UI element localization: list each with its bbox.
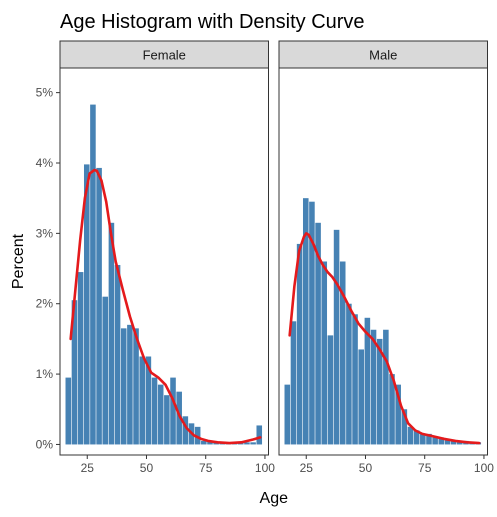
- bar-female-0: [65, 377, 72, 445]
- bar-female-31: [256, 425, 263, 445]
- bar-male-19: [401, 409, 408, 445]
- x-tick-label-0-3: 100: [255, 461, 275, 475]
- bar-male-8: [333, 229, 340, 445]
- x-tick-label-0-2: 75: [199, 461, 213, 475]
- bar-male-10: [346, 303, 352, 445]
- y-axis: 0% 1% 2% 3% 4% 5%: [36, 86, 60, 451]
- bar-female-29: [244, 442, 250, 445]
- bar-female-8: [114, 265, 121, 445]
- bar-male-2: [296, 243, 303, 445]
- bar-female-7: [108, 222, 115, 445]
- bar-female-11: [133, 328, 139, 445]
- x-tick-label-1-2: 75: [418, 461, 432, 475]
- density-line-male: [288, 232, 481, 445]
- bar-male-23: [426, 433, 432, 445]
- bar-male-26: [444, 439, 451, 445]
- bar-male-18: [395, 384, 401, 445]
- bar-female-12: [139, 356, 145, 445]
- bar-female-9: [120, 328, 127, 445]
- bar-male-5: [315, 222, 321, 445]
- bar-female-3: [83, 164, 90, 445]
- bar-male-1: [290, 321, 297, 445]
- x-tick-label-0-1: 50: [140, 461, 154, 475]
- bar-female-10: [127, 324, 133, 445]
- x-tick-label-1-1: 50: [359, 461, 373, 475]
- bar-female-4: [90, 104, 96, 445]
- bar-male-16: [383, 329, 389, 445]
- bar-female-21: [194, 426, 201, 445]
- x-axis-title: Age: [260, 490, 289, 507]
- strip-label-female: Female: [143, 48, 186, 63]
- bar-female-5: [96, 167, 102, 445]
- x-tick-label-1-3: 100: [474, 461, 494, 475]
- bar-male-4: [309, 201, 315, 445]
- facet-panel-male: Male: [278, 40, 488, 456]
- bar-male-0: [284, 384, 291, 445]
- bar-male-20: [407, 426, 414, 445]
- bars-male: [284, 198, 482, 445]
- bars-female: [65, 104, 263, 445]
- bar-male-3: [302, 198, 309, 445]
- y-tick-label-1: 1%: [36, 367, 54, 381]
- density-line-female: [69, 168, 262, 445]
- strip-male: [278, 40, 488, 69]
- bar-male-24: [432, 437, 438, 445]
- bar-male-12: [358, 349, 364, 445]
- y-tick-label-5: 5%: [36, 86, 54, 100]
- bar-female-23: [207, 440, 213, 445]
- strip-female: [59, 40, 269, 69]
- bar-male-27: [450, 440, 457, 445]
- bar-female-18: [176, 391, 182, 445]
- facet-panel-female: Female: [59, 40, 269, 456]
- bar-female-14: [151, 377, 158, 445]
- bar-male-25: [438, 437, 445, 445]
- bar-female-19: [182, 416, 189, 445]
- bar-male-6: [321, 261, 328, 445]
- y-tick-label-0: 0%: [36, 437, 54, 451]
- y-tick-label-3: 3%: [36, 226, 54, 240]
- density-curve-female: [69, 168, 262, 445]
- bar-female-16: [164, 395, 170, 445]
- bar-female-22: [201, 440, 207, 445]
- bar-female-17: [170, 377, 176, 445]
- bar-male-22: [420, 433, 426, 445]
- y-tick-label-4: 4%: [36, 156, 54, 170]
- bar-male-21: [413, 430, 420, 445]
- bar-male-17: [389, 374, 395, 445]
- bar-female-15: [157, 384, 164, 445]
- density-curve-male: [288, 232, 481, 445]
- strip-label-male: Male: [369, 48, 397, 63]
- bar-male-14: [370, 329, 377, 445]
- x-axis: 25 50 75 100 25 50 75 100: [81, 455, 494, 475]
- bar-male-7: [327, 335, 334, 445]
- y-axis-title: Percent: [10, 233, 27, 289]
- bar-male-11: [352, 314, 358, 445]
- panel-border-male: [278, 67, 488, 456]
- panel-border-female: [59, 67, 269, 456]
- bar-female-1: [71, 300, 78, 445]
- bar-male-15: [376, 338, 383, 445]
- bar-female-2: [77, 272, 84, 445]
- x-tick-label-0-0: 25: [81, 461, 95, 475]
- x-tick-label-1-0: 25: [300, 461, 314, 475]
- bar-female-30: [250, 442, 256, 445]
- bar-male-13: [364, 317, 371, 445]
- bar-female-6: [102, 296, 109, 445]
- y-tick-label-2: 2%: [36, 297, 54, 311]
- bar-male-9: [339, 261, 346, 445]
- bar-female-13: [145, 356, 152, 445]
- chart-title: Age Histogram with Density Curve: [60, 11, 365, 33]
